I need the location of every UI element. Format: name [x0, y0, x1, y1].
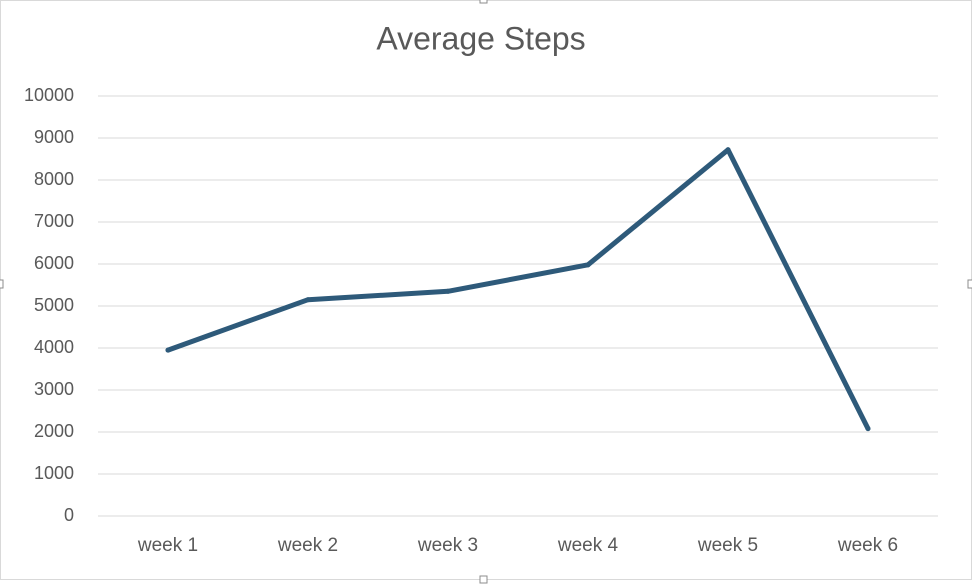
y-tick-label: 3000 — [34, 379, 74, 399]
x-tick-label: week 2 — [277, 535, 338, 556]
y-tick-label: 9000 — [34, 127, 74, 147]
x-tick-label: week 6 — [837, 535, 898, 556]
y-tick-label: 10000 — [24, 85, 74, 105]
y-axis-tick-labels: 0 1000 2000 3000 4000 5000 6000 7000 8000 9000 100… — [24, 85, 74, 525]
resize-handle-right[interactable] — [967, 279, 972, 289]
y-tick-label: 2000 — [34, 421, 74, 441]
resize-handle-top[interactable] — [479, 0, 488, 4]
y-tick-label: 1000 — [34, 463, 74, 483]
x-tick-label: week 5 — [697, 535, 758, 556]
data-point — [305, 297, 311, 303]
y-tick-label: 0 — [64, 505, 74, 525]
chart-title: Average Steps — [376, 20, 585, 56]
resize-handle-bottom[interactable] — [479, 575, 488, 584]
y-tick-label: 7000 — [34, 211, 74, 231]
series-layer — [165, 147, 871, 432]
y-tick-label: 5000 — [34, 295, 74, 315]
data-point — [445, 288, 451, 294]
x-axis-tick-labels: week 1 week 2 week 3 week 4 week 5 week 6 — [137, 535, 898, 556]
data-point — [725, 147, 731, 153]
data-point — [165, 347, 171, 353]
gridlines — [98, 95, 938, 517]
y-tick-label: 8000 — [34, 169, 74, 189]
x-tick-label: week 1 — [137, 535, 198, 556]
x-tick-label: week 3 — [417, 535, 478, 556]
x-tick-label: week 4 — [557, 535, 619, 556]
resize-handle-left[interactable] — [0, 279, 4, 289]
y-tick-label: 4000 — [34, 337, 74, 357]
series-line — [165, 147, 871, 432]
data-point — [865, 426, 871, 432]
data-point — [585, 262, 591, 268]
y-tick-label: 6000 — [34, 253, 74, 273]
